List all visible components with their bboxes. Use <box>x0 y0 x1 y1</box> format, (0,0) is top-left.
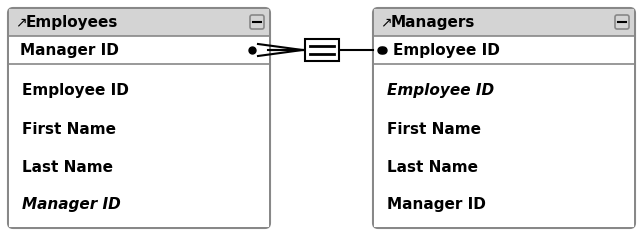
FancyBboxPatch shape <box>373 8 635 228</box>
Bar <box>374 9 634 36</box>
FancyBboxPatch shape <box>8 8 270 228</box>
Text: First Name: First Name <box>387 121 481 137</box>
FancyBboxPatch shape <box>250 15 264 29</box>
Bar <box>374 64 634 227</box>
FancyBboxPatch shape <box>615 15 629 29</box>
Bar <box>305 39 338 61</box>
Bar <box>374 36 634 64</box>
Text: Manager ID: Manager ID <box>22 198 121 212</box>
Bar <box>9 9 269 36</box>
Text: First Name: First Name <box>22 121 116 137</box>
Text: ↗: ↗ <box>15 15 26 29</box>
Text: Last Name: Last Name <box>22 160 113 174</box>
Text: ↗: ↗ <box>380 15 392 29</box>
Text: Manager ID: Manager ID <box>387 198 486 212</box>
Text: Last Name: Last Name <box>387 160 478 174</box>
Text: Employee ID: Employee ID <box>22 84 129 98</box>
Text: Employee ID: Employee ID <box>387 84 494 98</box>
Bar <box>9 36 269 64</box>
Text: Employee ID: Employee ID <box>393 42 500 58</box>
Text: Manager ID: Manager ID <box>20 42 119 58</box>
Bar <box>9 64 269 227</box>
Text: Employees: Employees <box>26 14 118 30</box>
Text: Managers: Managers <box>391 14 475 30</box>
